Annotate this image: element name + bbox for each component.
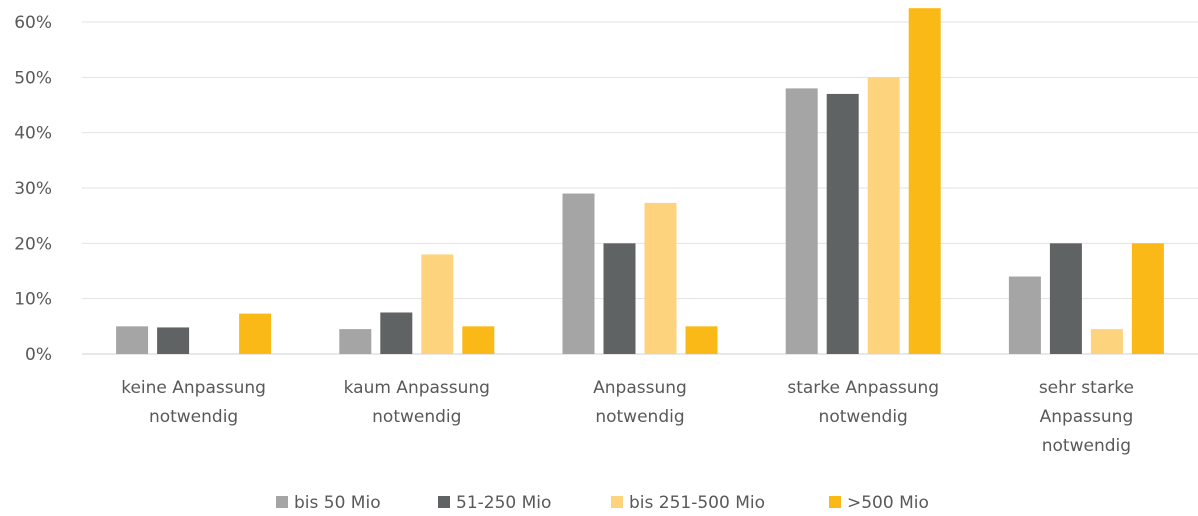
legend-label: bis 251-500 Mio (629, 493, 765, 513)
legend: bis 50 Mio 51-250 Mio bis 251-500 Mio >500 … (276, 493, 929, 513)
bar--500-mio-2 (685, 326, 718, 354)
grid-lines (82, 21, 1198, 355)
bar-bis-50-mio-1 (339, 329, 372, 354)
bar-51-250-mio-1 (380, 312, 413, 354)
y-tick-label: 40% (14, 124, 52, 144)
legend-swatch (829, 496, 841, 508)
bar--500-mio-1 (462, 326, 495, 354)
legend-swatch (611, 496, 623, 508)
x-category-label: Anpassung (593, 378, 687, 398)
bar-bis-50-mio-2 (562, 193, 595, 354)
y-tick-label: 30% (14, 179, 52, 199)
bar-bis-50-mio-4 (1008, 276, 1041, 354)
bar-51-250-mio-0 (157, 327, 190, 354)
y-axis-tick-labels: 0% 10% 20% 30% 40% 50% 60% (14, 13, 52, 365)
y-tick-label: 60% (14, 13, 52, 33)
x-axis-category-labels: keine Anpassung notwendig kaum Anpassung no… (121, 378, 1134, 456)
y-tick-label: 20% (14, 234, 52, 254)
bar-bis-50-mio-3 (785, 88, 818, 355)
bar-bis-50-mio-0 (116, 326, 149, 354)
legend-label: 51-250 Mio (456, 493, 551, 513)
legend-swatch (276, 496, 288, 508)
x-category-label: kaum Anpassung (344, 378, 490, 398)
x-category-label: notwendig (819, 407, 908, 427)
bar-bis-251-500-mio-3 (867, 77, 900, 354)
bar--500-mio-4 (1131, 243, 1164, 354)
bar--500-mio-0 (239, 313, 272, 354)
y-tick-label: 10% (14, 290, 52, 310)
bars (116, 8, 1164, 355)
x-category-label: notwendig (595, 407, 684, 427)
bar-51-250-mio-4 (1049, 243, 1082, 354)
legend-label: >500 Mio (847, 493, 929, 513)
x-category-label: notwendig (149, 407, 238, 427)
x-category-label: notwendig (372, 407, 461, 427)
bar-bis-251-500-mio-2 (644, 202, 677, 354)
x-category-label: sehr starke (1039, 378, 1134, 398)
x-category-label: notwendig (1042, 436, 1131, 456)
bar--500-mio-3 (908, 8, 941, 355)
y-tick-label: 50% (14, 68, 52, 88)
x-category-label: keine Anpassung (121, 378, 266, 398)
y-tick-label: 0% (25, 345, 52, 365)
bar-bis-251-500-mio-4 (1090, 329, 1123, 354)
x-category-label: Anpassung (1040, 407, 1134, 427)
legend-label: bis 50 Mio (294, 493, 381, 513)
x-category-label: starke Anpassung (787, 378, 939, 398)
bar-51-250-mio-3 (826, 93, 859, 354)
bar-bis-251-500-mio-1 (421, 254, 454, 354)
legend-swatch (438, 496, 450, 508)
bar-51-250-mio-2 (603, 243, 636, 354)
